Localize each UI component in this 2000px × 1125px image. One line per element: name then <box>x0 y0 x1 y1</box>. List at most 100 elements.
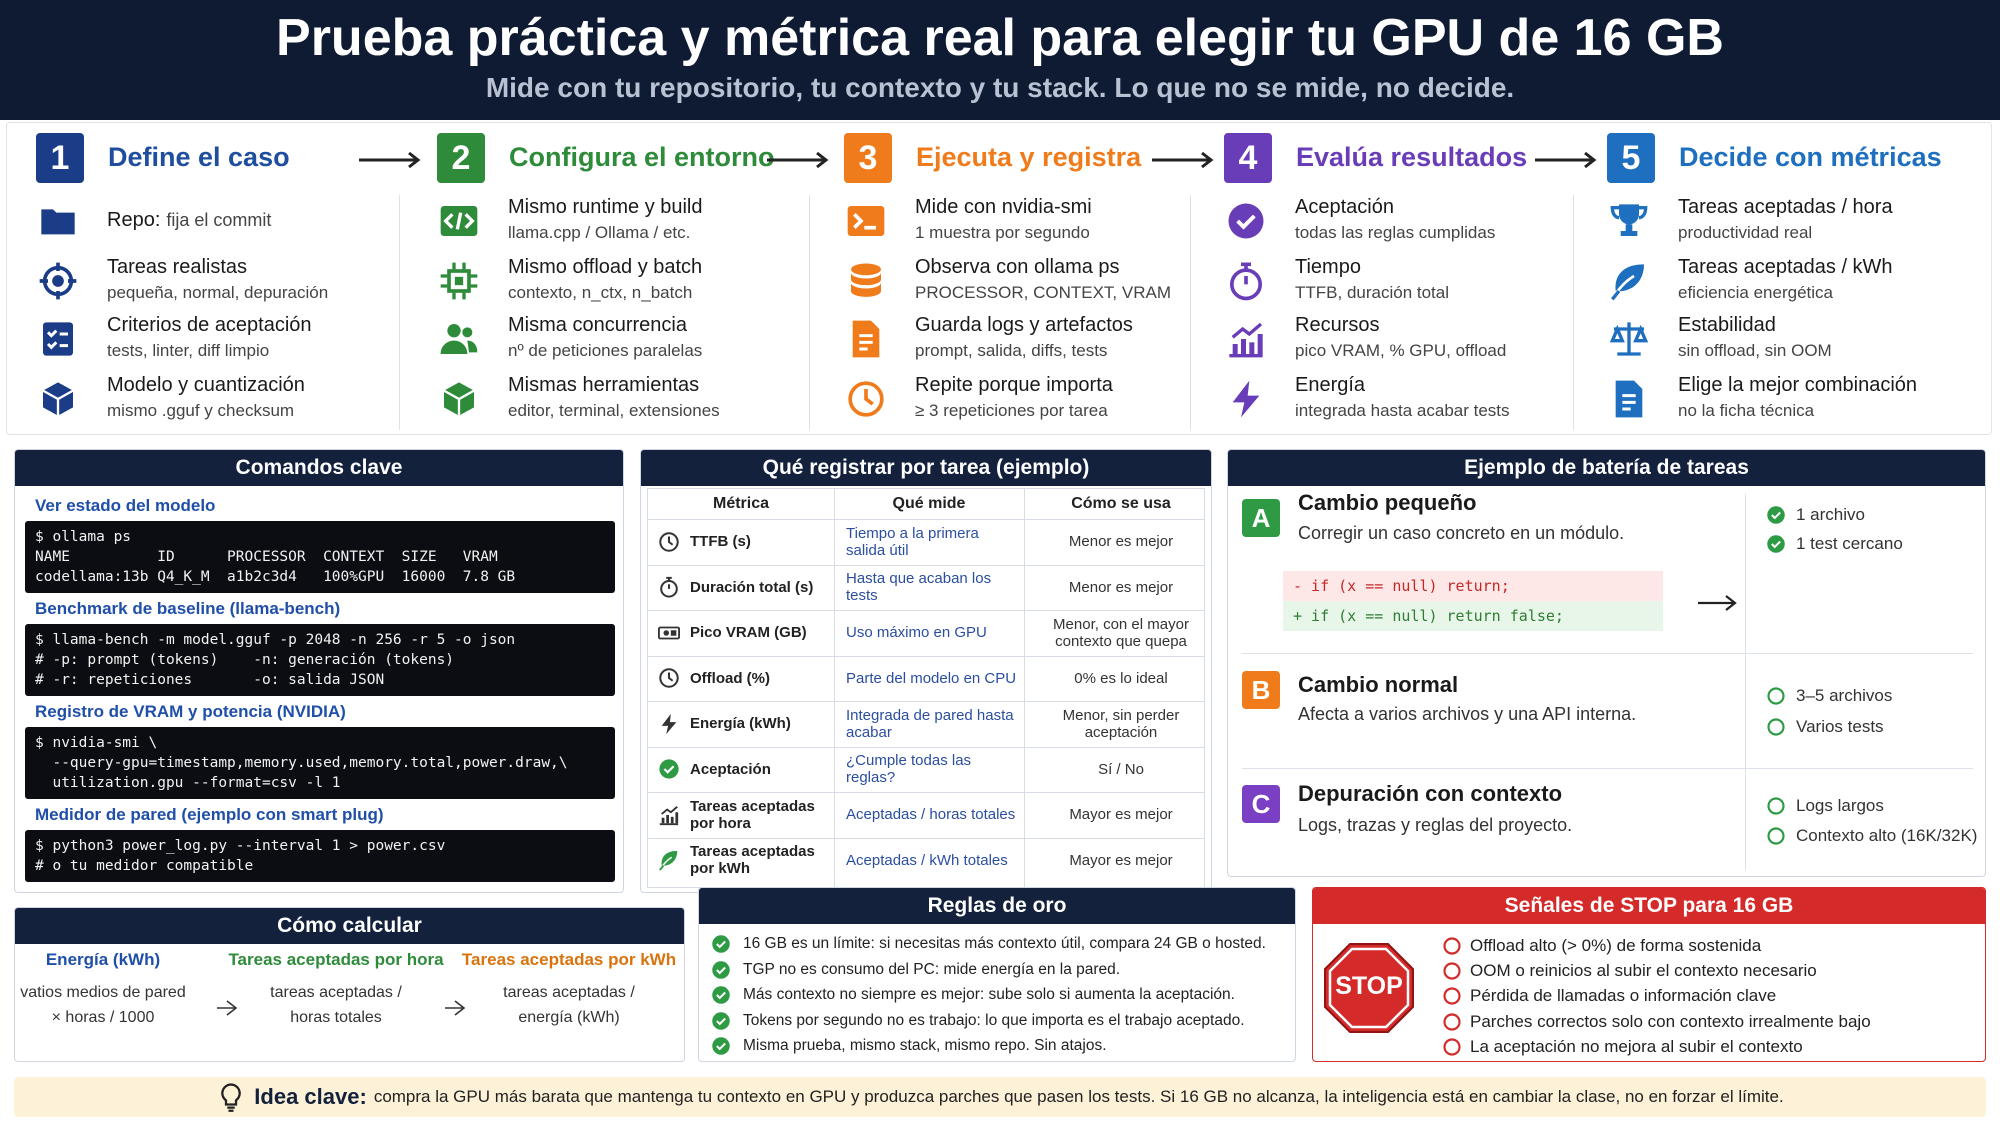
command-label: Medidor de pared (ejemplo con smart plug… <box>35 805 384 824</box>
table-row-border <box>648 837 1204 839</box>
arrow-graphic <box>217 1000 238 1016</box>
icon-graphic <box>440 324 478 354</box>
icon <box>1226 319 1266 359</box>
icon <box>1609 201 1649 241</box>
icon-graphic <box>1767 535 1785 553</box>
icon-graphic <box>1767 718 1785 736</box>
table-row-border <box>648 746 1204 748</box>
icon-graphic <box>1230 262 1262 301</box>
icon <box>1766 796 1786 816</box>
step-title: Ejecuta y registra <box>916 142 1142 172</box>
step-item-title: Tiempo <box>1295 256 1361 278</box>
code-line: $ llama-bench -m model.gguf -p 2048 -n 2… <box>35 632 516 648</box>
stop-item: Pérdida de llamadas o información clave <box>1470 986 1777 1006</box>
icon-graphic <box>712 1011 730 1030</box>
icon-graphic <box>39 262 77 300</box>
task-letter: A <box>1242 499 1280 537</box>
step-item-title: Repo: <box>107 209 161 231</box>
table-cell: Tiempo a la primera salida útil <box>846 524 979 559</box>
task-title: Depuración con contexto <box>1298 781 1563 806</box>
task-title: Cambio pequeño <box>1298 490 1477 515</box>
step-item-title: Misma concurrencia <box>508 314 687 336</box>
icon-graphic <box>661 713 677 734</box>
icon <box>1766 534 1786 554</box>
arrow-graphic <box>1698 595 1737 611</box>
icon <box>658 576 680 598</box>
arrow <box>357 150 421 170</box>
arrow <box>1533 150 1597 170</box>
calc-formula: tareas aceptadas / <box>503 984 635 1001</box>
step-number: 5 <box>1607 133 1655 183</box>
code-line: codellama:13b Q4_K_M a1b2c3d4 100%GPU 16… <box>35 569 516 585</box>
step-item-desc: pico VRAM, % GPU, offload <box>1295 341 1507 360</box>
separator <box>1190 195 1191 430</box>
rule-item: Más contexto no siempre es mejor: sube s… <box>743 986 1235 1003</box>
icon <box>658 713 680 735</box>
icon <box>1609 261 1649 301</box>
step-title: Evalúa resultados <box>1296 142 1528 172</box>
task-desc: Afecta a varios archivos y una API inter… <box>1298 704 1637 724</box>
table-header: Cómo se usa <box>1071 495 1171 512</box>
icon <box>1442 1012 1462 1032</box>
steps-frame <box>6 122 1992 435</box>
table-panel: Qué registrar por tarea (ejemplo) Métrica… <box>640 449 1212 893</box>
step-item-title: Criterios de aceptación <box>107 314 312 336</box>
step-item-title: Guarda logs y artefactos <box>915 314 1133 336</box>
step-item-title: Mismo offload y batch <box>508 256 703 278</box>
table-cell: Pico VRAM (GB) <box>690 624 807 642</box>
code-line: # o tu medidor compatible <box>35 858 254 874</box>
table-row-border <box>648 564 1204 566</box>
icon-graphic <box>712 1037 730 1055</box>
icon <box>1609 319 1649 359</box>
icon-graphic <box>440 206 478 236</box>
panel-header: Reglas de oro <box>699 888 1295 924</box>
step-item-title: Repite porque importa <box>915 374 1113 396</box>
step-item-desc: TTFB, duración total <box>1295 283 1450 302</box>
code-line: # -r: repeticiones -o: salida JSON <box>35 672 385 688</box>
step-item-desc: contexto, n_ctx, n_batch <box>508 283 693 302</box>
icon <box>658 849 680 871</box>
table-row-border <box>648 655 1204 657</box>
icon <box>846 379 886 419</box>
command-label: Ver estado del modelo <box>35 496 216 515</box>
calc-formula: × horas / 1000 <box>51 1009 155 1026</box>
table-cell: Menor, sin perder aceptación <box>1062 706 1180 741</box>
table-cell: Aceptadas / horas totales <box>846 806 1016 824</box>
icon <box>38 201 78 241</box>
table-row-border <box>648 610 1204 611</box>
stop-sign <box>1323 942 1415 1034</box>
icon-graphic <box>847 206 885 236</box>
table-cell: Menor es mejor <box>1068 578 1174 596</box>
stop-item: Offload alto (> 0%) de forma sostenida <box>1470 936 1762 955</box>
step-item-title: Mide con nvidia-smi <box>915 196 1092 218</box>
step-item-desc: editor, terminal, extensiones <box>508 401 720 420</box>
icon-graphic <box>221 1083 242 1112</box>
icon <box>846 319 886 359</box>
table-col-border <box>1024 489 1025 887</box>
icon-graphic <box>1443 1038 1461 1056</box>
stop-item: OOM o reinicios al subir el contexto nec… <box>1470 961 1817 981</box>
icon-graphic <box>1767 687 1785 705</box>
step-item-title: Tareas aceptadas / hora <box>1678 196 1893 218</box>
step-item-title: Aceptación <box>1295 196 1394 218</box>
step-item-title: Estabilidad <box>1678 314 1776 336</box>
icon-graphic <box>1443 962 1461 980</box>
icon-graphic <box>659 759 679 779</box>
diff-line: - if (x == null) return; <box>1283 571 1663 601</box>
step-item-desc: no la ficha técnica <box>1678 401 1815 420</box>
arrow <box>1150 150 1214 170</box>
icon <box>711 960 731 980</box>
icon <box>1766 505 1786 525</box>
step-item-desc: mismo .gguf y checksum <box>107 401 295 420</box>
icon-graphic <box>1767 827 1785 845</box>
calc-title: Energía (kWh) <box>45 950 161 969</box>
step-item-title: Modelo y cuantización <box>107 374 305 396</box>
separator <box>399 195 400 430</box>
icon-graphic <box>443 382 475 416</box>
footer-text: compra la GPU más barata que mantenga tu… <box>373 1087 1784 1106</box>
table-cell: Aceptación <box>690 760 771 778</box>
calc-formula: energía (kWh) <box>518 1009 620 1026</box>
calc-formula: tareas aceptadas / <box>270 984 402 1001</box>
task-column-separator <box>1745 494 1746 870</box>
icon-graphic <box>852 320 880 358</box>
